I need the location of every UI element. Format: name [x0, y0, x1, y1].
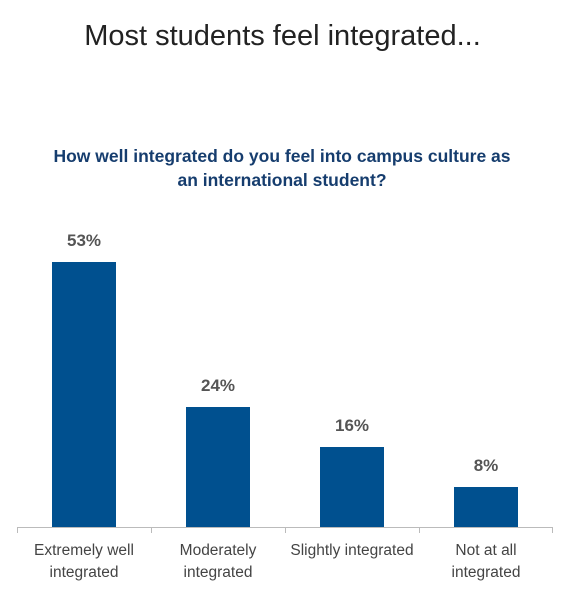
x-tick-label: Slightly integrated [290, 542, 414, 559]
bar [52, 262, 116, 527]
chart-title: Most students feel integrated... [84, 20, 481, 52]
chart-subtitle: How well integrated do you feel into cam… [53, 146, 511, 190]
axis-tick [151, 527, 152, 533]
axis-tick [419, 527, 420, 533]
axis-tick [285, 527, 286, 533]
x-tick-label: Not at all integrated [451, 542, 521, 581]
bar [186, 407, 250, 527]
x-tick-label: Extremely well integrated [34, 542, 134, 581]
axis-tick [17, 527, 18, 533]
value-label: 53% [66, 231, 102, 250]
axis-tick [552, 527, 553, 533]
value-label: 16% [334, 416, 370, 435]
value-label: 24% [200, 376, 236, 395]
bar [320, 447, 384, 527]
bar [454, 487, 518, 527]
x-tick-label: Moderately integrated [179, 542, 257, 581]
value-label: 8% [473, 456, 499, 475]
